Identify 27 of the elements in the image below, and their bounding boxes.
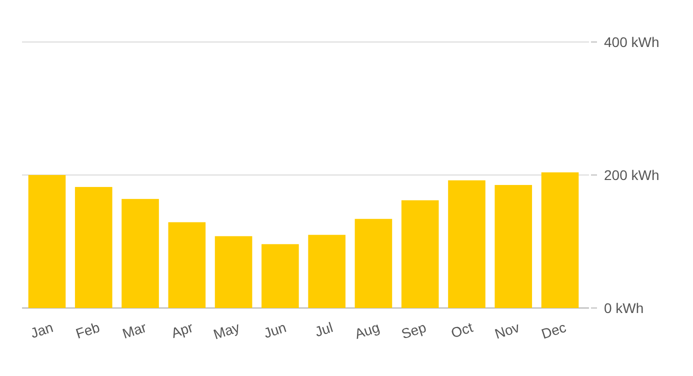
- bar: [28, 175, 66, 308]
- x-tick-label: Feb: [74, 318, 102, 342]
- x-tick-label: Mar: [120, 318, 149, 342]
- x-tick-label: May: [211, 318, 242, 342]
- x-tick-label: Jun: [262, 318, 288, 342]
- bar: [541, 172, 579, 308]
- bar: [122, 198, 159, 308]
- bar: [401, 200, 439, 308]
- x-tick-label: Aug: [352, 318, 382, 342]
- bar: [168, 222, 206, 308]
- bar: [74, 186, 112, 308]
- y-tick-label: 0 kWh: [604, 300, 644, 316]
- bar: [448, 180, 486, 308]
- bar: [494, 184, 532, 308]
- x-tick-label: Nov: [492, 318, 522, 342]
- bar: [262, 244, 299, 308]
- x-tick-label: Dec: [539, 318, 568, 342]
- x-tick-label: Sep: [399, 318, 428, 342]
- y-tick-label: 400 kWh: [604, 34, 660, 50]
- x-tick-label: Apr: [169, 318, 196, 341]
- bar: [214, 236, 252, 308]
- x-tick-label: Jul: [312, 318, 335, 340]
- x-tick-label: Jan: [28, 318, 55, 342]
- bar: [354, 218, 392, 308]
- bar: [308, 234, 346, 308]
- y-tick-label: 200 kWh: [604, 166, 660, 183]
- x-tick-label: Oct: [449, 318, 475, 341]
